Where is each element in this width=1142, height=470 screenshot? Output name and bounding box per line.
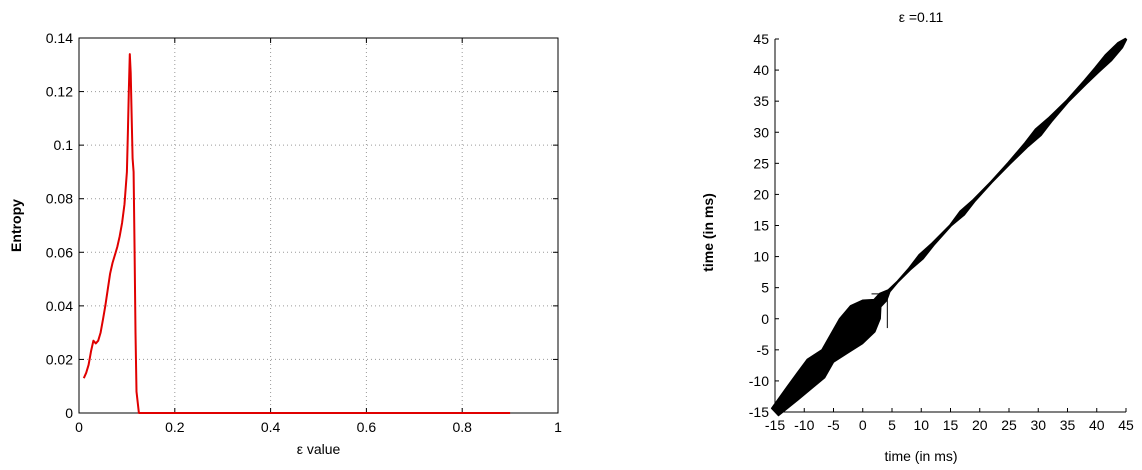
- entropy-x-tick-label: 0.4: [261, 419, 281, 435]
- recurrence-x-tick-label: 10: [913, 417, 929, 433]
- recurrence-x-tick-label: 5: [888, 417, 896, 433]
- recurrence-chart: -15 -10 -5 0 5 10 15 20 25 30 35 40 45 -15 -10 -5 0 5 10 15…: [700, 9, 1134, 464]
- recurrence-y-tick-label: 0: [761, 311, 769, 327]
- entropy-y-tick-label: 0.12: [46, 84, 73, 100]
- entropy-x-tick-label: 0.8: [452, 419, 472, 435]
- entropy-grid: [79, 38, 558, 413]
- recurrence-x-tick-label: 15: [943, 417, 959, 433]
- recurrence-y-tick-label: 25: [753, 155, 769, 171]
- entropy-y-tick-label: 0.14: [46, 30, 73, 46]
- recurrence-x-tick-label: 20: [972, 417, 988, 433]
- recurrence-y-tick-label: -5: [757, 342, 770, 358]
- entropy-y-tick-label: 0.04: [46, 298, 73, 314]
- recurrence-y-tick-label: 35: [753, 93, 769, 109]
- entropy-x-tick-label: 0: [75, 419, 83, 435]
- recurrence-x-axis-label: time (in ms): [884, 448, 957, 464]
- recurrence-y-axis-label: time (in ms): [700, 193, 716, 272]
- entropy-line: [82, 53, 511, 414]
- entropy-y-tick-label: 0.06: [46, 244, 73, 260]
- recurrence-x-tick-label: 25: [1001, 417, 1017, 433]
- recurrence-y-tick-label: 5: [761, 280, 769, 296]
- entropy-x-tick-label: 0.6: [357, 419, 377, 435]
- recurrence-y-tick-label: 45: [753, 31, 769, 47]
- recurrence-y-tick-label: 15: [753, 218, 769, 234]
- recurrence-title: ε =0.11: [899, 9, 944, 25]
- entropy-ticks: 0 0.2 0.4 0.6 0.8 1 0 0.02 0.04 0.06 0.08 0.1 0.12 0.…: [46, 30, 562, 435]
- entropy-x-tick-label: 1: [554, 419, 562, 435]
- recurrence-y-tick-label: 30: [753, 124, 769, 140]
- entropy-x-tick-label: 0.2: [165, 419, 185, 435]
- entropy-x-axis-label: ε value: [297, 441, 341, 457]
- recurrence-y-tick-label: 20: [753, 186, 769, 202]
- entropy-series: [82, 53, 511, 414]
- recurrence-plot-content: [770, 37, 1128, 417]
- recurrence-x-tick-label: 35: [1060, 417, 1076, 433]
- recurrence-x-tick-label: 30: [1030, 417, 1046, 433]
- recurrence-y-tick-label: -15: [749, 404, 769, 420]
- entropy-y-tick-label: 0.08: [46, 191, 73, 207]
- recurrence-y-tick-label: -10: [749, 373, 769, 389]
- recurrence-x-tick-label: 0: [859, 417, 867, 433]
- entropy-y-axis-label: Entropy: [8, 199, 24, 252]
- recurrence-y-tick-label: 40: [753, 62, 769, 78]
- recurrence-ticks: -15 -10 -5 0 5 10 15 20 25 30 35 40 45 -15 -10 -5 0 5 10 15…: [749, 31, 1134, 433]
- entropy-chart: 0 0.2 0.4 0.6 0.8 1 0 0.02 0.04 0.06 0.08 0.1 0.12 0.…: [8, 30, 562, 457]
- recurrence-x-tick-label: 45: [1118, 417, 1134, 433]
- recurrence-x-tick-label: -5: [827, 417, 840, 433]
- entropy-y-tick-label: 0.02: [46, 351, 73, 367]
- recurrence-x-tick-label: 40: [1089, 417, 1105, 433]
- entropy-y-tick-label: 0: [65, 405, 73, 421]
- entropy-plot-frame: [78, 37, 559, 414]
- recurrence-x-tick-label: -10: [794, 417, 814, 433]
- recurrence-y-tick-label: 10: [753, 249, 769, 265]
- recurrence-diagonal: [774, 38, 1127, 413]
- entropy-y-tick-label: 0.1: [54, 137, 74, 153]
- recurrence-x-tick-label: -15: [765, 417, 785, 433]
